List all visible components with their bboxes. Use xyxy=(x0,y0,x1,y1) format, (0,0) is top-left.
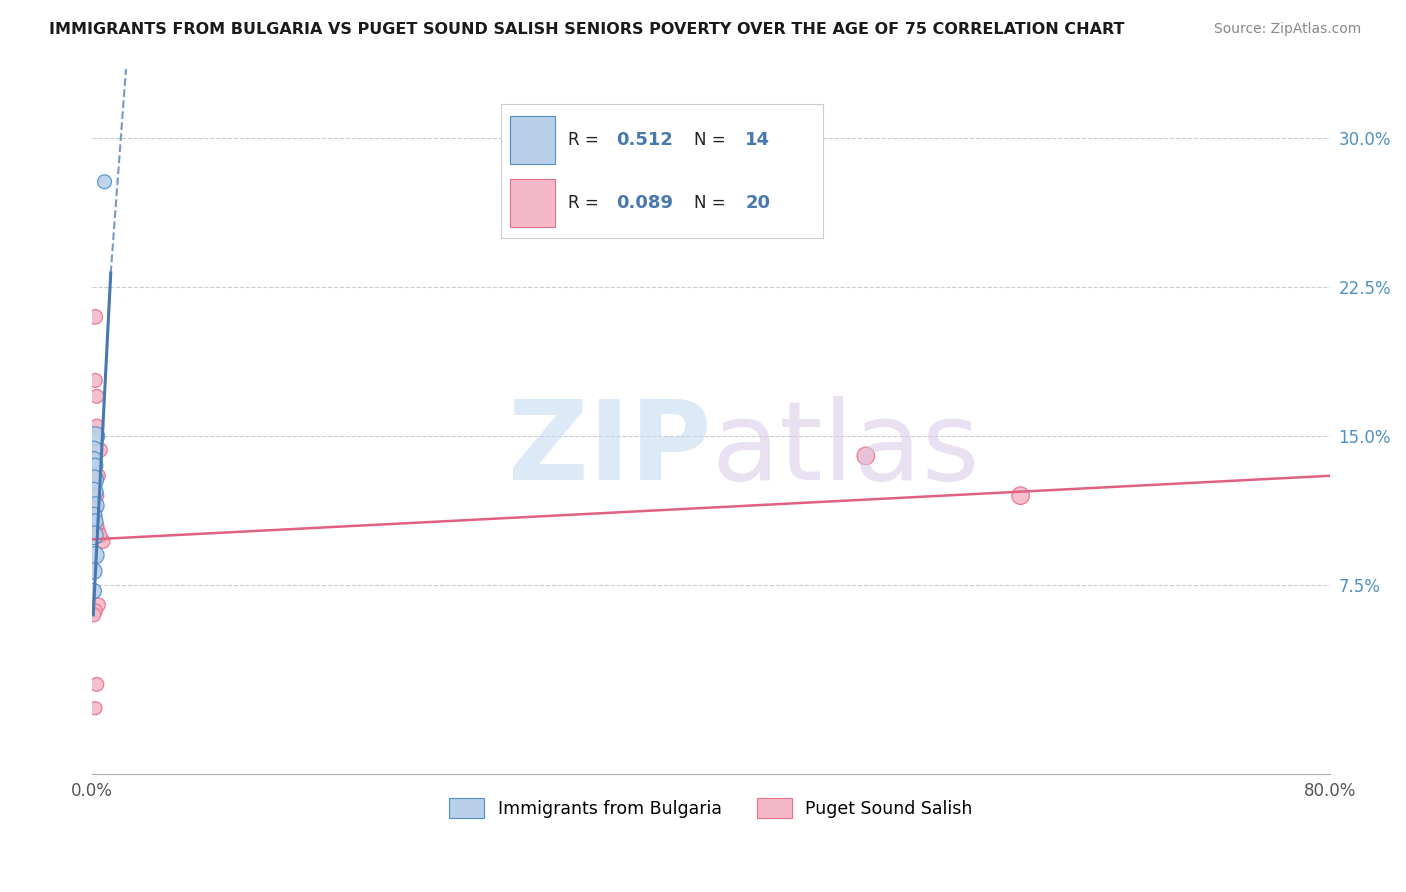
Point xyxy=(855,449,877,463)
Point xyxy=(84,310,107,324)
Point xyxy=(83,442,105,457)
Point xyxy=(84,502,107,516)
Point xyxy=(84,373,107,387)
Point xyxy=(83,484,105,499)
Point xyxy=(1010,489,1032,503)
Point xyxy=(83,453,105,467)
Point xyxy=(89,442,111,457)
Text: ZIP: ZIP xyxy=(508,396,711,503)
Point xyxy=(86,677,108,691)
Point xyxy=(87,468,110,483)
Point xyxy=(86,518,108,533)
Point xyxy=(84,515,107,529)
Point xyxy=(86,389,108,403)
Point xyxy=(83,473,105,487)
Text: IMMIGRANTS FROM BULGARIA VS PUGET SOUND SALISH SENIORS POVERTY OVER THE AGE OF 7: IMMIGRANTS FROM BULGARIA VS PUGET SOUND … xyxy=(49,22,1125,37)
Point xyxy=(83,508,105,523)
Point xyxy=(84,515,107,529)
Point xyxy=(83,607,105,622)
Point xyxy=(91,534,114,549)
Point xyxy=(87,598,110,612)
Point xyxy=(93,175,115,189)
Point xyxy=(83,528,105,542)
Point xyxy=(84,429,107,443)
Point xyxy=(84,548,107,562)
Point xyxy=(83,564,105,578)
Point xyxy=(84,701,107,715)
Point xyxy=(84,458,107,473)
Point xyxy=(86,489,108,503)
Point xyxy=(84,604,107,618)
Point xyxy=(84,499,107,513)
Point xyxy=(87,524,110,539)
Text: Source: ZipAtlas.com: Source: ZipAtlas.com xyxy=(1213,22,1361,37)
Point xyxy=(89,528,111,542)
Legend: Immigrants from Bulgaria, Puget Sound Salish: Immigrants from Bulgaria, Puget Sound Sa… xyxy=(443,791,980,825)
Point xyxy=(86,419,108,434)
Text: atlas: atlas xyxy=(711,396,980,503)
Point xyxy=(83,584,105,599)
